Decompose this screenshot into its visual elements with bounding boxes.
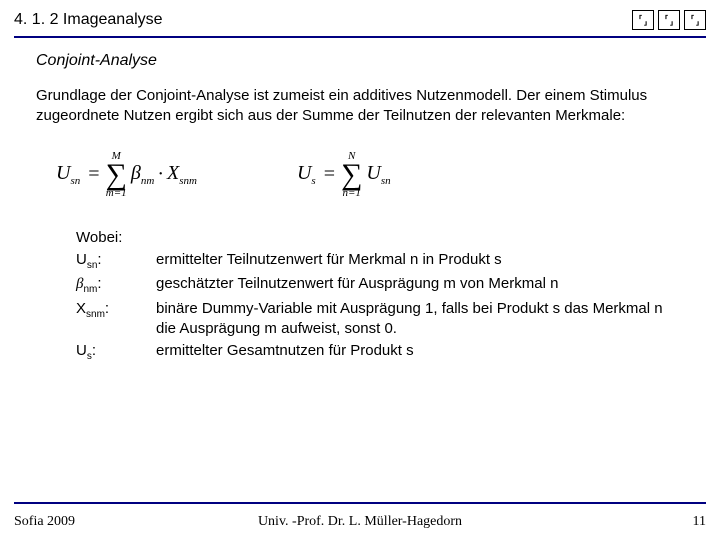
sigma-icon: ∑ bbox=[106, 160, 127, 190]
footer-center: Univ. -Prof. Dr. L. Müller-Hagedorn bbox=[14, 514, 706, 530]
formula-row: Usn = M ∑ m=1 βnm · Xsnm Us = N ∑ n=1 Us… bbox=[36, 151, 684, 199]
definition-symbol: βnm: bbox=[76, 274, 156, 299]
definition-description: ermittelter Gesamtnutzen für Produkt s bbox=[156, 341, 684, 366]
header-icon-group: ⸢⸥ ⸢⸥ ⸢⸥ bbox=[632, 10, 706, 30]
definition-symbol: Usn: bbox=[76, 250, 156, 275]
subtitle: Conjoint-Analyse bbox=[36, 52, 684, 70]
definition-description: binäre Dummy-Variable mit Ausprägung 1, … bbox=[156, 299, 684, 342]
section-number: 4. 1. 2 Imageanalyse bbox=[14, 11, 163, 29]
footer-rule bbox=[14, 502, 706, 504]
footer-page-number: 11 bbox=[693, 514, 706, 530]
definition-row: Us:ermittelter Gesamtnutzen für Produkt … bbox=[76, 341, 684, 366]
placeholder-icon: ⸢⸥ bbox=[684, 10, 706, 30]
definition-symbol: Xsnm: bbox=[76, 299, 156, 342]
definition-description: geschätzter Teilnutzenwert für Ausprägun… bbox=[156, 274, 684, 299]
wobei-label: Wobei: bbox=[76, 229, 684, 246]
slide-header: 4. 1. 2 Imageanalyse ⸢⸥ ⸢⸥ ⸢⸥ bbox=[0, 0, 720, 36]
slide-footer: Sofia 2009 Univ. -Prof. Dr. L. Müller-Ha… bbox=[14, 514, 706, 530]
definition-symbol: Us: bbox=[76, 341, 156, 366]
definition-row: Usn:ermittelter Teilnutzenwert für Merkm… bbox=[76, 250, 684, 275]
sigma-icon: ∑ bbox=[341, 160, 362, 190]
footer-left: Sofia 2009 bbox=[14, 514, 75, 530]
formula-us: Us = N ∑ n=1 Usn bbox=[297, 151, 391, 199]
intro-paragraph: Grundlage der Conjoint-Analyse ist zumei… bbox=[36, 86, 684, 127]
formula-usn: Usn = M ∑ m=1 βnm · Xsnm bbox=[56, 151, 197, 199]
definition-row: Xsnm:binäre Dummy-Variable mit Ausprägun… bbox=[76, 299, 684, 342]
definitions-table: Usn:ermittelter Teilnutzenwert für Merkm… bbox=[76, 250, 684, 366]
placeholder-icon: ⸢⸥ bbox=[658, 10, 680, 30]
definition-row: βnm:geschätzter Teilnutzenwert für Auspr… bbox=[76, 274, 684, 299]
placeholder-icon: ⸢⸥ bbox=[632, 10, 654, 30]
definitions-block: Wobei: Usn:ermittelter Teilnutzenwert fü… bbox=[36, 229, 684, 366]
content-area: Conjoint-Analyse Grundlage der Conjoint-… bbox=[0, 38, 720, 366]
definition-description: ermittelter Teilnutzenwert für Merkmal n… bbox=[156, 250, 684, 275]
